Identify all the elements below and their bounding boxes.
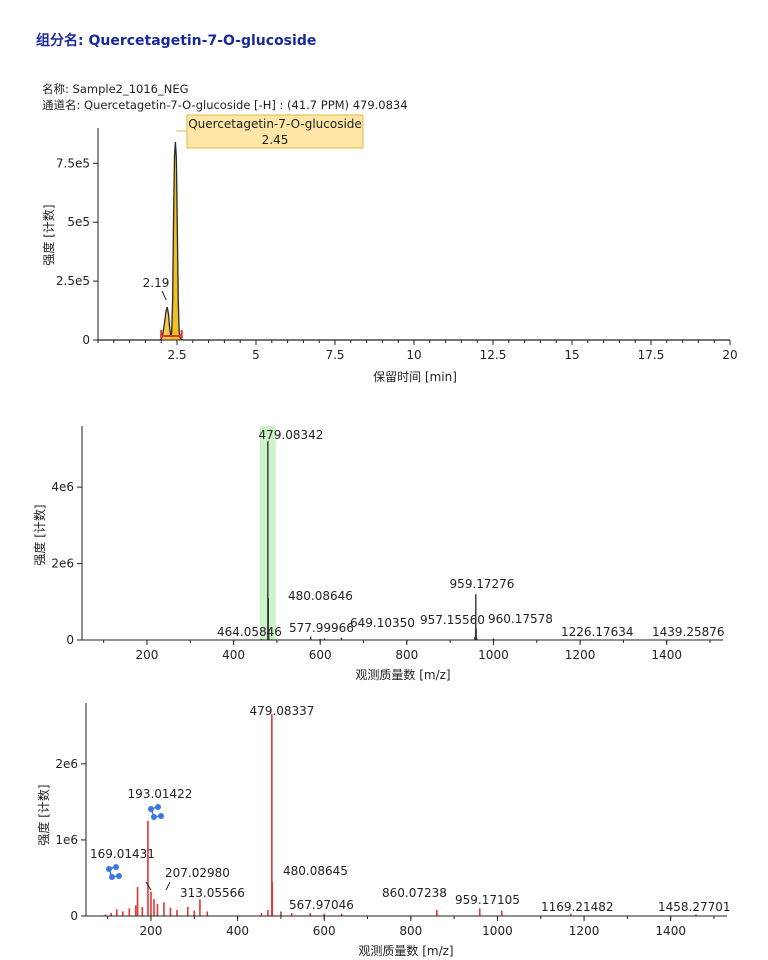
ms1-ylabel: 强度 [计数] — [32, 504, 47, 565]
ms1-peak-label: 577.99966 — [289, 621, 354, 635]
ms2-ytick-label: 0 — [70, 909, 78, 923]
ms2-xtick-label: 200 — [140, 924, 163, 938]
ms2-panel: 强度 [计数] 观测质量数 [m/z] 200 400 600 800 1000 1200… — [36, 703, 731, 958]
ms1-peak-label: 649.10350 — [350, 616, 415, 630]
ms1-ytick-label: 0 — [66, 633, 74, 647]
chromatogram-ytick-label: 0 — [82, 333, 90, 347]
ms1-ytick-label: 4e6 — [51, 480, 74, 494]
ms2-peak-label: 1169.21482 — [541, 900, 614, 914]
peak-label-minor-leader — [161, 290, 167, 301]
ms1-peak-label: 480.08646 — [288, 589, 353, 603]
ms2-xtick-label: 800 — [399, 924, 422, 938]
ms2-xtick-label: 600 — [313, 924, 336, 938]
ms2-peak-label: 207.02980 — [165, 866, 230, 880]
ms2-peak-label: 567.97046 — [289, 898, 354, 912]
peak-label-rt: 2.45 — [262, 133, 289, 147]
ms1-peak-label: 1439.25876 — [652, 625, 725, 639]
ms2-peak-label: 193.01422 — [128, 787, 193, 801]
fragment-annotation-icon — [151, 814, 157, 820]
peak-label-minor: 2.19 — [143, 276, 170, 290]
chromatogram-xtick-label: 17.5 — [638, 348, 665, 362]
ms2-peak-label: 480.08645 — [283, 864, 348, 878]
chromatogram-xtick-label: 10 — [406, 348, 421, 362]
fragment-annotation-icon — [109, 874, 115, 880]
compound-title: 组分名: Quercetagetin-7-O-glucoside — [36, 33, 317, 49]
ms1-peak-label: 957.15560 — [420, 613, 485, 627]
ms2-xtick-label: 400 — [226, 924, 249, 938]
peak-label-box — [186, 114, 364, 149]
ms2-peak-label: 479.08337 — [250, 704, 315, 718]
chromatogram-xtick-label: 15 — [564, 348, 579, 362]
ms2-peak-label: 1458.27701 — [658, 900, 731, 914]
channel-name: 通道名: Quercetagetin-7-O-glucoside [-H] : … — [42, 98, 408, 112]
chromatogram-ytick-label: 7.5e5 — [56, 156, 90, 170]
ms1-peak-label: 1226.17634 — [561, 625, 634, 639]
ms1-xlabel: 观测质量数 [m/z] — [355, 667, 450, 682]
ms2-label-leader — [165, 881, 171, 891]
ms1-ytick-label: 2e6 — [51, 557, 74, 571]
ms1-peak-label: 479.08342 — [259, 428, 324, 442]
ms1-peak-label: 960.17578 — [488, 612, 553, 626]
ms1-xtick-label: 600 — [309, 648, 332, 662]
peak-label-name: Quercetagetin-7-O-glucoside — [188, 117, 362, 131]
sample-name: 名称: Sample2_1016_NEG — [42, 82, 189, 96]
ms2-xtick-label: 1200 — [569, 924, 600, 938]
chromatogram-xtick-label: 12.5 — [480, 348, 507, 362]
chromatogram-xtick-label: 5 — [252, 348, 260, 362]
fragment-annotation-icon — [113, 864, 119, 870]
fragment-annotation-icon — [106, 866, 112, 872]
ms1-peak-label: 464.05846 — [217, 625, 282, 639]
ms2-peak-label: 169.01431 — [90, 847, 155, 861]
ms2-xtick-label: 1400 — [655, 924, 686, 938]
chromatogram-xlabel: 保留时间 [min] — [373, 370, 457, 384]
chromatogram-xtick-label: 7.5 — [325, 348, 344, 362]
ms2-peak-label: 959.17105 — [455, 893, 520, 907]
ms1-panel: 强度 [计数] 观测质量数 [m/z] 200 400 600 800 1000 1200… — [32, 426, 725, 682]
ms2-peak-label: 860.07238 — [382, 886, 447, 900]
ms1-peak-label: 959.17276 — [450, 577, 515, 591]
fragment-annotation-icon — [158, 813, 164, 819]
ms2-peak-label: 313.05566 — [180, 886, 245, 900]
ms1-xtick-label: 800 — [395, 648, 418, 662]
chromatogram-xtick-label: 20 — [722, 348, 737, 362]
chromatogram-trace — [98, 142, 730, 341]
ms1-xtick-label: 1000 — [478, 648, 509, 662]
ms2-ytick-label: 1e6 — [55, 833, 78, 847]
ms1-xtick-label: 200 — [136, 648, 159, 662]
fragment-annotation-icon — [148, 806, 154, 812]
fragment-annotation-icon — [155, 804, 161, 810]
ms1-xtick-label: 1400 — [651, 648, 682, 662]
ms1-xtick-label: 400 — [222, 648, 245, 662]
ms2-xtick-label: 1000 — [482, 924, 513, 938]
chromatogram-ytick-label: 2.5e5 — [56, 274, 90, 288]
ms2-label-leader — [145, 881, 152, 891]
chromatogram-xtick-label: 2.5 — [167, 348, 186, 362]
chromatogram-ytick-label: 5e5 — [67, 215, 90, 229]
chromatogram-ylabel: 强度 [计数] — [41, 204, 56, 265]
fragment-annotation-icon — [116, 873, 122, 879]
chromatogram-panel: 强度 [计数] 保留时间 [min] 2.5 5 7.5 10 12.5 15 17.5 20… — [41, 114, 738, 384]
ms1-xtick-label: 1200 — [565, 648, 596, 662]
ms2-xlabel: 观测质量数 [m/z] — [358, 943, 453, 958]
ms2-ylabel: 强度 [计数] — [36, 784, 51, 845]
ms2-ytick-label: 2e6 — [55, 757, 78, 771]
